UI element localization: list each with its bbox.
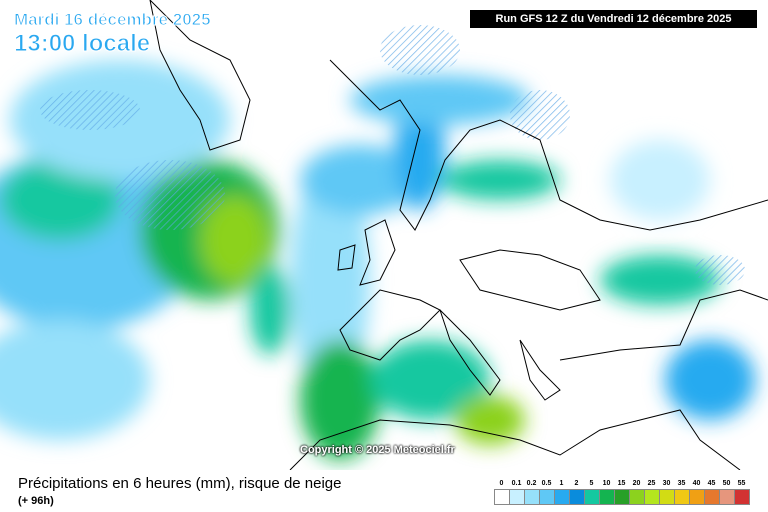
legend-label: 15 [617, 480, 626, 487]
precip-field [0, 60, 755, 460]
legend-label: 0.2 [526, 480, 537, 487]
legend-swatch [539, 489, 555, 505]
legend-swatch [584, 489, 600, 505]
legend-swatch [614, 489, 630, 505]
legend-swatch [659, 489, 675, 505]
legend-item: 2 [569, 478, 585, 505]
legend-item: 0.1 [509, 478, 525, 505]
legend-item: 5 [584, 478, 600, 505]
legend-item: 30 [659, 478, 675, 505]
legend-label: 50 [722, 480, 731, 487]
legend-item: 20 [629, 478, 645, 505]
legend-item: 55 [734, 478, 750, 505]
run-label: Run GFS 12 Z du Vendredi 12 décembre 202… [470, 10, 757, 28]
legend-label: 0.1 [511, 480, 522, 487]
legend-swatch [689, 489, 705, 505]
legend-item: 0.2 [524, 478, 540, 505]
legend-swatch [644, 489, 660, 505]
legend-label: 55 [737, 480, 746, 487]
legend-item: 10 [599, 478, 615, 505]
legend-swatch [719, 489, 735, 505]
legend-swatch [494, 489, 510, 505]
legend-item: 50 [719, 478, 735, 505]
legend-swatch [509, 489, 525, 505]
legend-label: 40 [692, 480, 701, 487]
legend-swatch [524, 489, 540, 505]
legend-swatch [629, 489, 645, 505]
coastlines [149, 0, 768, 470]
footer-title: Précipitations en 6 heures (mm), risque … [18, 475, 342, 492]
legend-item: 35 [674, 478, 690, 505]
legend-swatch [554, 489, 570, 505]
forecast-date: Mardi 16 décembre 2025 [14, 10, 212, 30]
legend-swatch [704, 489, 720, 505]
snow-risk [40, 25, 745, 285]
legend-swatch [674, 489, 690, 505]
legend-item: 1 [554, 478, 570, 505]
legend-label: 20 [632, 480, 641, 487]
legend-label: 30 [662, 480, 671, 487]
legend-label: 35 [677, 480, 686, 487]
legend-label: 25 [647, 480, 656, 487]
lead-time: (+ 96h) [18, 495, 54, 507]
legend-item: 0.5 [539, 478, 555, 505]
map [0, 0, 768, 470]
legend-label: 0 [499, 480, 504, 487]
legend: 0 0.1 0.2 0.5 1 2 5 10 15 20 25 30 35 40 45 50 55 [494, 478, 750, 505]
legend-label: 1 [559, 480, 564, 487]
legend-swatch [734, 489, 750, 505]
legend-item: 15 [614, 478, 630, 505]
footer: Précipitations en 6 heures (mm), risque … [0, 470, 768, 512]
legend-item: 25 [644, 478, 660, 505]
legend-label: 45 [707, 480, 716, 487]
legend-item: 0 [494, 478, 510, 505]
legend-swatch [599, 489, 615, 505]
legend-swatch [569, 489, 585, 505]
legend-label: 5 [589, 480, 594, 487]
legend-item: 45 [704, 478, 720, 505]
legend-label: 0.5 [541, 480, 552, 487]
forecast-time: 13:00 locale [13, 30, 151, 58]
legend-label: 2 [574, 480, 579, 487]
legend-item: 40 [689, 478, 705, 505]
legend-label: 10 [602, 480, 611, 487]
copyright: Copyright © 2025 Meteociel.fr [300, 444, 455, 456]
